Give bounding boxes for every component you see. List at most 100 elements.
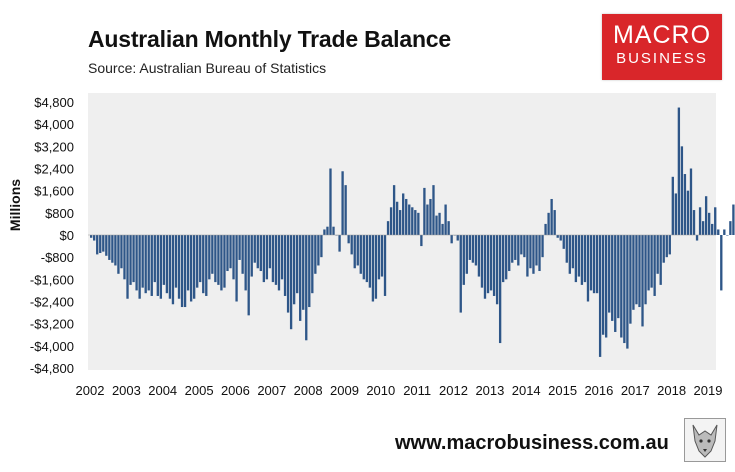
bar <box>262 235 266 283</box>
bar <box>274 235 278 285</box>
bar <box>462 235 465 285</box>
bar <box>402 193 405 235</box>
bar <box>202 235 205 294</box>
x-tick-label: 2017 <box>621 383 650 398</box>
bar <box>417 212 420 235</box>
macrobusiness-logo: MACRO BUSINESS <box>602 14 722 80</box>
bar <box>614 235 617 332</box>
bar <box>208 235 211 280</box>
bar <box>253 235 256 263</box>
bar <box>535 235 538 266</box>
bar <box>332 226 335 235</box>
bar <box>302 235 305 310</box>
bar <box>292 235 296 305</box>
wolf-logo-icon <box>684 418 726 462</box>
bar <box>399 210 402 235</box>
bar <box>720 235 723 291</box>
bar <box>568 235 571 274</box>
bar <box>414 210 417 235</box>
bar <box>356 235 359 266</box>
bar <box>247 235 250 316</box>
bar <box>289 235 293 330</box>
bar <box>311 235 314 294</box>
bar <box>135 235 138 291</box>
x-tick-label: 2013 <box>475 383 504 398</box>
bar-series <box>90 107 735 357</box>
x-tick-label: 2010 <box>366 383 395 398</box>
bar <box>547 212 550 235</box>
bar <box>498 235 502 344</box>
bar <box>701 221 705 235</box>
bar <box>132 235 135 283</box>
bar <box>523 235 526 258</box>
x-tick-label: 2003 <box>112 383 141 398</box>
bar <box>141 235 144 288</box>
bar <box>162 235 166 285</box>
bar <box>423 187 426 235</box>
y-tick-label: -$4,000 <box>30 339 74 354</box>
bar <box>577 235 581 277</box>
x-tick-label: 2002 <box>76 383 105 398</box>
bar <box>495 235 499 305</box>
bar <box>486 235 490 294</box>
bar <box>193 235 196 299</box>
bar <box>550 198 553 235</box>
bar <box>662 235 665 263</box>
bar <box>165 235 169 294</box>
bar <box>420 235 423 247</box>
bar <box>474 235 478 266</box>
bar <box>623 235 626 344</box>
bar <box>277 235 281 291</box>
bar <box>635 235 638 305</box>
bar <box>529 235 532 269</box>
bar <box>189 235 193 302</box>
bar <box>632 235 635 310</box>
bar <box>241 235 244 274</box>
bar <box>347 235 350 244</box>
bar <box>392 185 396 236</box>
x-tick-label: 2007 <box>257 383 286 398</box>
bar <box>114 235 117 266</box>
bar <box>235 235 238 302</box>
bar <box>511 235 514 263</box>
bar <box>686 190 690 235</box>
bar <box>589 235 593 291</box>
bar <box>177 235 181 299</box>
bar <box>186 235 190 291</box>
chart-title: Australian Monthly Trade Balance <box>88 26 451 52</box>
bar <box>123 235 126 280</box>
y-axis-ticks: -$4,800 -$4,000 -$3,200 -$2,400 -$1,600 -$800… <box>30 95 74 376</box>
bar <box>199 235 202 283</box>
bar <box>611 235 614 321</box>
bar <box>365 235 369 283</box>
bar <box>456 235 459 241</box>
bar <box>411 207 414 235</box>
y-tick-label: $1,600 <box>34 184 74 199</box>
bar <box>320 235 323 258</box>
bar <box>465 235 468 274</box>
y-tick-label: -$2,400 <box>30 295 74 310</box>
bar <box>99 235 102 254</box>
bar <box>211 235 214 274</box>
bar <box>129 235 132 285</box>
plot-area <box>88 93 716 370</box>
bar <box>183 235 187 308</box>
bar <box>650 235 653 288</box>
x-tick-label: 2005 <box>185 383 214 398</box>
bar <box>671 176 674 235</box>
bar <box>732 204 735 235</box>
bar <box>559 235 562 241</box>
bar <box>502 235 505 283</box>
x-tick-label: 2004 <box>148 383 177 398</box>
footer-url[interactable]: www.macrobusiness.com.au <box>395 432 669 454</box>
bar <box>641 235 644 327</box>
bar <box>668 235 671 255</box>
y-tick-label: $4,800 <box>34 95 74 110</box>
x-axis-ticks: 2002 2003 2004 2005 2006 2007 2008 2009 2010 2011… <box>76 383 723 398</box>
bar <box>108 235 111 260</box>
bar <box>717 229 720 235</box>
bar <box>380 235 384 277</box>
bar <box>338 235 341 252</box>
bar <box>362 235 365 280</box>
bar <box>711 223 714 235</box>
